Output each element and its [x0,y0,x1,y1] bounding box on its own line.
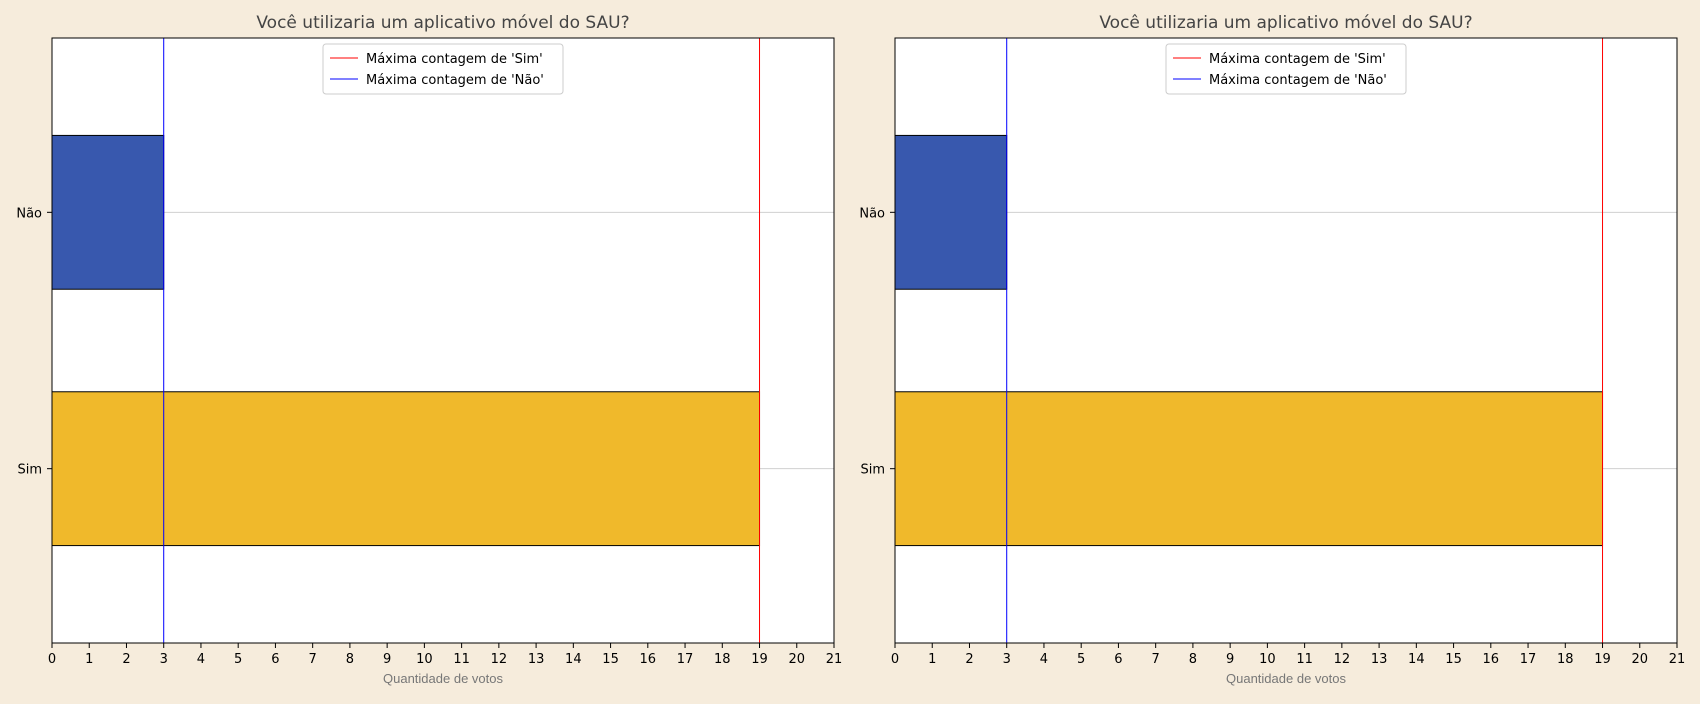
y-tick-label: Sim [860,463,885,478]
bar-nao [894,134,1008,290]
legend: Máxima contagem de 'Sim' Máxima contagem … [1165,43,1407,95]
x-tick-label: 5 [1077,652,1085,667]
y-tick-label: Sim [17,463,42,478]
legend: Máxima contagem de 'Sim' Máxima contagem … [322,43,564,95]
x-tick-label: 20 [788,652,805,667]
x-tick-label: 16 [640,652,657,667]
legend-label-1: Máxima contagem de 'Sim' [366,52,543,67]
legend-box [1165,43,1407,95]
bar-nao [51,134,165,290]
chart-panel-2: 0 1 2 3 4 5 6 7 8 9 10 11 12 13 14 15 16 17 18 19 20 21SimNão… [859,13,1685,686]
x-tick-label: 3 [160,652,168,667]
y-tick-label: Não [16,206,42,221]
x-axis-label: Quantidade de votos [383,671,503,686]
legend-label-2: Máxima contagem de 'Não' [1209,73,1387,88]
x-tick-label: 1 [928,652,936,667]
x-tick-label: 21 [1669,652,1686,667]
x-tick-label: 11 [1296,652,1313,667]
x-tick-label: 19 [751,652,768,667]
x-tick-label: 15 [1445,652,1462,667]
bar-sim [51,391,761,547]
x-tick-label: 18 [714,652,731,667]
x-tick-label: 10 [416,652,433,667]
x-tick-label: 15 [602,652,619,667]
x-tick-label: 2 [965,652,973,667]
x-tick-label: 20 [1631,652,1648,667]
plot-area [52,38,834,643]
bar-sim [894,391,1604,547]
x-tick-label: 19 [1594,652,1611,667]
chart-panel-1: 0 1 2 3 4 5 6 7 8 9 10 11 12 13 14 15 16 17 18 19 20 21SimNão… [16,13,842,686]
x-tick-label: 6 [1114,652,1122,667]
x-tick-label: 16 [1483,652,1500,667]
x-tick-label: 9 [1226,652,1234,667]
plot-area [895,38,1677,643]
chart-title: Você utilizaria um aplicativo móvel do S… [256,13,629,33]
x-tick-label: 14 [565,652,582,667]
x-tick-label: 17 [677,652,694,667]
legend-label-1: Máxima contagem de 'Sim' [1209,52,1386,67]
x-tick-label: 0 [891,652,899,667]
plot-frame [894,37,1678,644]
x-tick-label: 8 [1189,652,1197,667]
x-tick-label: 13 [1371,652,1388,667]
legend-box [322,43,564,95]
x-tick-label: 5 [234,652,242,667]
x-tick-label: 7 [1152,652,1160,667]
x-tick-label: 6 [271,652,279,667]
x-tick-label: 17 [1520,652,1537,667]
x-tick-label: 9 [383,652,391,667]
plot-frame [51,37,835,644]
x-tick-label: 3 [1003,652,1011,667]
x-tick-label: 21 [826,652,843,667]
x-tick-label: 12 [491,652,508,667]
x-tick-label: 2 [122,652,130,667]
x-tick-label: 4 [197,652,205,667]
y-tick-label: Não [859,206,885,221]
x-tick-label: 18 [1557,652,1574,667]
x-tick-label: 14 [1408,652,1425,667]
x-tick-label: 1 [85,652,93,667]
x-axis-label: Quantidade de votos [1226,671,1346,686]
legend-label-2: Máxima contagem de 'Não' [366,73,544,88]
x-tick-label: 7 [309,652,317,667]
x-tick-label: 10 [1259,652,1276,667]
x-tick-label: 4 [1040,652,1048,667]
x-tick-label: 12 [1334,652,1351,667]
chart-title: Você utilizaria um aplicativo móvel do S… [1099,13,1472,33]
x-tick-label: 13 [528,652,545,667]
x-tick-label: 8 [346,652,354,667]
x-tick-label: 0 [48,652,56,667]
x-tick-label: 11 [453,652,470,667]
